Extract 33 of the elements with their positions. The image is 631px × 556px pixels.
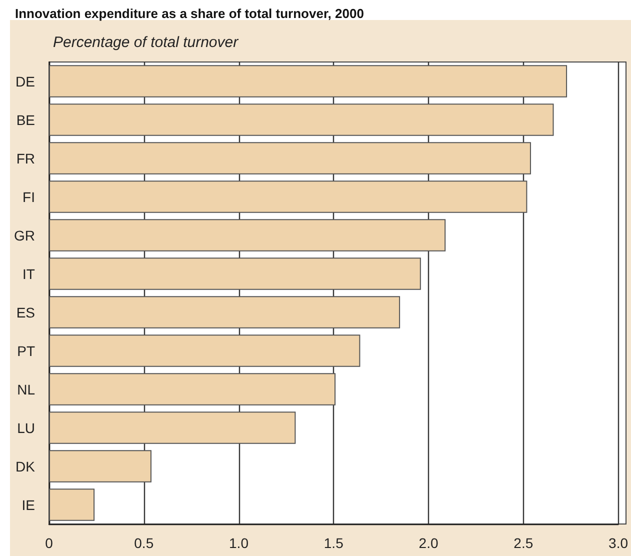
bar (49, 334, 360, 367)
bar (49, 142, 531, 174)
y-tick-label: LU (17, 420, 35, 436)
x-tick-label: 0.5 (134, 535, 154, 551)
x-tick-label: 1.0 (229, 535, 249, 551)
bar (49, 412, 296, 444)
y-tick-label: DE (16, 73, 35, 90)
x-tick-label: 1.5 (324, 535, 344, 551)
y-tick-label: FI (22, 188, 35, 205)
bar (49, 65, 568, 98)
y-tick-label: IE (22, 496, 35, 513)
y-tick-label: IT (22, 266, 36, 282)
y-tick-label: DK (16, 458, 36, 474)
x-tick-label: 3.0 (608, 535, 628, 551)
x-tick-label: 0 (45, 535, 54, 551)
bar (49, 180, 528, 213)
bar (49, 296, 400, 328)
y-tick-label: ES (16, 304, 35, 320)
bar (49, 258, 421, 290)
bar (49, 373, 336, 406)
y-tick-label: FR (16, 150, 35, 166)
y-tick-label: BE (16, 112, 35, 128)
y-tick-label: PT (17, 342, 36, 359)
bar (49, 219, 446, 252)
x-tick-label: 2.0 (418, 535, 438, 551)
bar (49, 488, 95, 521)
y-tick-label: NL (17, 381, 36, 398)
chart-subtitle: Percentage of total turnover (53, 34, 240, 51)
bar (49, 104, 554, 136)
y-tick-label: GR (14, 227, 35, 244)
x-tick-label: 2.5 (514, 535, 534, 551)
chart-title: Innovation expenditure as a share of total turnover, 2000 (15, 6, 364, 21)
bar (49, 450, 152, 482)
